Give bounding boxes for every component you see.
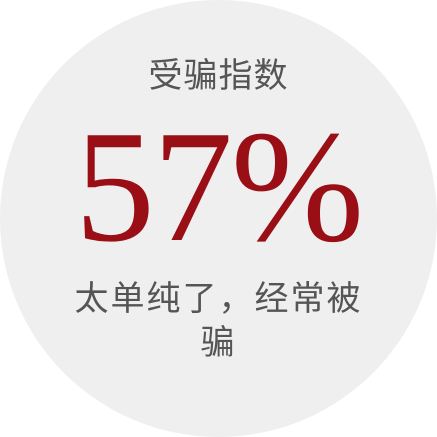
score-value: 57% [74, 97, 364, 275]
score-description: 太单纯了，经常被 骗 [40, 277, 397, 365]
score-description-line-2: 骗 [200, 323, 237, 363]
score-description-line-1: 太单纯了，经常被 [74, 279, 363, 319]
score-title: 受骗指数 [148, 56, 289, 96]
